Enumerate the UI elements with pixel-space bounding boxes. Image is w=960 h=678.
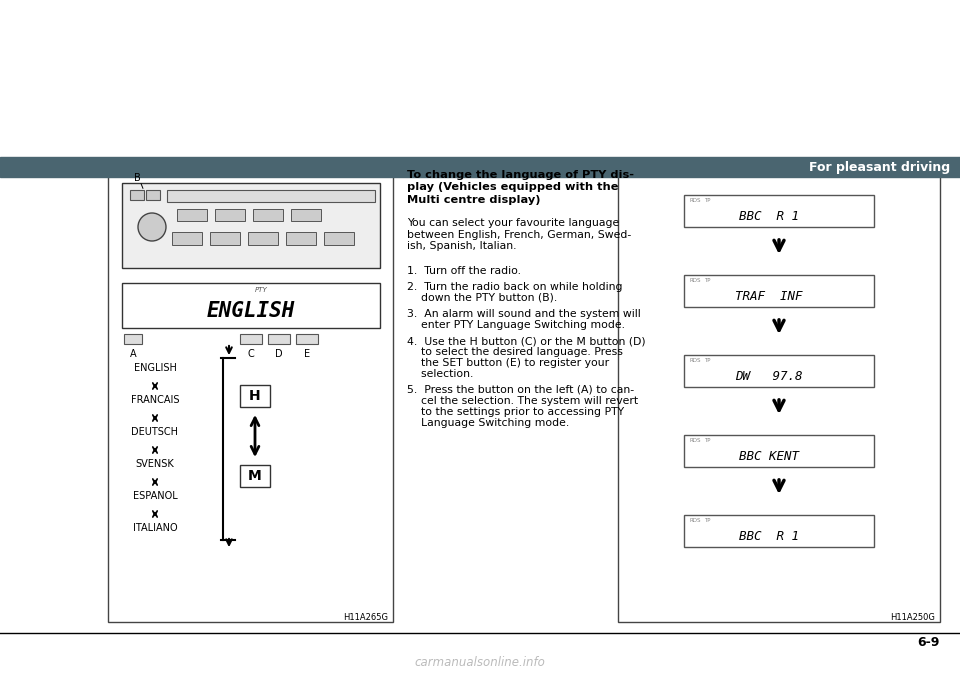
Text: RDS: RDS xyxy=(689,359,701,363)
Bar xyxy=(296,334,318,344)
Text: A: A xyxy=(130,349,136,359)
Text: Language Switching mode.: Language Switching mode. xyxy=(407,418,569,428)
Text: to the settings prior to accessing PTY: to the settings prior to accessing PTY xyxy=(407,407,624,417)
Text: SVENSK: SVENSK xyxy=(135,459,175,469)
Bar xyxy=(240,465,270,487)
Text: ENGLISH: ENGLISH xyxy=(206,301,295,321)
Text: TP: TP xyxy=(704,519,710,523)
Bar xyxy=(684,275,874,307)
Text: C: C xyxy=(248,349,254,359)
Text: cel the selection. The system will revert: cel the selection. The system will rever… xyxy=(407,396,638,406)
Text: H11A265G: H11A265G xyxy=(343,612,388,622)
Bar xyxy=(291,209,321,221)
Bar xyxy=(172,232,202,245)
Bar xyxy=(130,190,144,200)
Text: B: B xyxy=(133,173,140,183)
Text: ish, Spanish, Italian.: ish, Spanish, Italian. xyxy=(407,241,516,251)
Text: TP: TP xyxy=(704,359,710,363)
Text: You can select your favourite language: You can select your favourite language xyxy=(407,218,619,228)
Text: RDS: RDS xyxy=(689,279,701,283)
Text: TP: TP xyxy=(704,439,710,443)
Text: BBC KENT: BBC KENT xyxy=(739,450,799,464)
Text: Multi centre display): Multi centre display) xyxy=(407,195,540,205)
Bar xyxy=(210,232,240,245)
Bar xyxy=(0,157,960,177)
Bar xyxy=(124,334,142,344)
Text: 5.  Press the button on the left (A) to can-: 5. Press the button on the left (A) to c… xyxy=(407,385,635,395)
Text: RDS: RDS xyxy=(689,199,701,203)
Text: ENGLISH: ENGLISH xyxy=(133,363,177,373)
Text: E: E xyxy=(304,349,310,359)
Text: TP: TP xyxy=(704,199,710,203)
Text: DW   97.8: DW 97.8 xyxy=(735,370,803,384)
Text: to select the desired language. Press: to select the desired language. Press xyxy=(407,347,623,357)
Bar xyxy=(122,283,380,328)
Text: To change the language of PTY dis-: To change the language of PTY dis- xyxy=(407,170,634,180)
Text: 6-9: 6-9 xyxy=(918,637,940,650)
Text: carmanualsonline.info: carmanualsonline.info xyxy=(415,656,545,669)
Bar xyxy=(684,515,874,547)
Text: H: H xyxy=(250,389,261,403)
Text: 4.  Use the H button (C) or the M button (D): 4. Use the H button (C) or the M button … xyxy=(407,336,646,346)
Text: BBC  R 1: BBC R 1 xyxy=(739,210,799,224)
Text: 2.  Turn the radio back on while holding: 2. Turn the radio back on while holding xyxy=(407,282,622,292)
Bar xyxy=(215,209,245,221)
Bar xyxy=(684,355,874,387)
Bar xyxy=(108,170,393,622)
Text: PTY: PTY xyxy=(254,287,268,293)
Bar xyxy=(286,232,316,245)
Bar xyxy=(268,334,290,344)
Text: selection.: selection. xyxy=(407,369,473,379)
Text: TP: TP xyxy=(704,279,710,283)
Text: TRAF  INF: TRAF INF xyxy=(735,290,803,304)
Bar xyxy=(324,232,354,245)
Text: M: M xyxy=(248,469,262,483)
Text: between English, French, German, Swed-: between English, French, German, Swed- xyxy=(407,229,632,239)
Bar xyxy=(240,334,262,344)
Text: FRANCAIS: FRANCAIS xyxy=(131,395,180,405)
Text: enter PTY Language Switching mode.: enter PTY Language Switching mode. xyxy=(407,320,625,330)
Bar xyxy=(253,209,283,221)
Bar xyxy=(684,435,874,467)
Bar xyxy=(177,209,207,221)
Bar xyxy=(248,232,278,245)
Text: RDS: RDS xyxy=(689,519,701,523)
Text: DEUTSCH: DEUTSCH xyxy=(132,427,179,437)
Bar xyxy=(122,183,380,268)
Text: play (Vehicles equipped with the: play (Vehicles equipped with the xyxy=(407,182,618,193)
Text: 1.  Turn off the radio.: 1. Turn off the radio. xyxy=(407,266,521,276)
Text: ITALIANO: ITALIANO xyxy=(132,523,178,533)
Bar xyxy=(240,385,270,407)
Bar xyxy=(684,195,874,227)
Text: down the PTY button (B).: down the PTY button (B). xyxy=(407,293,557,303)
Text: RDS: RDS xyxy=(689,439,701,443)
Text: 3.  An alarm will sound and the system will: 3. An alarm will sound and the system wi… xyxy=(407,309,640,319)
Circle shape xyxy=(138,213,166,241)
Text: H11A250G: H11A250G xyxy=(890,612,935,622)
Bar xyxy=(146,190,160,200)
Text: ESPANOL: ESPANOL xyxy=(132,491,178,501)
Bar xyxy=(618,170,940,622)
Text: For pleasant driving: For pleasant driving xyxy=(809,161,950,174)
Text: the SET button (E) to register your: the SET button (E) to register your xyxy=(407,358,610,368)
Bar xyxy=(167,190,375,202)
Text: D: D xyxy=(276,349,283,359)
Text: BBC  R 1: BBC R 1 xyxy=(739,530,799,544)
